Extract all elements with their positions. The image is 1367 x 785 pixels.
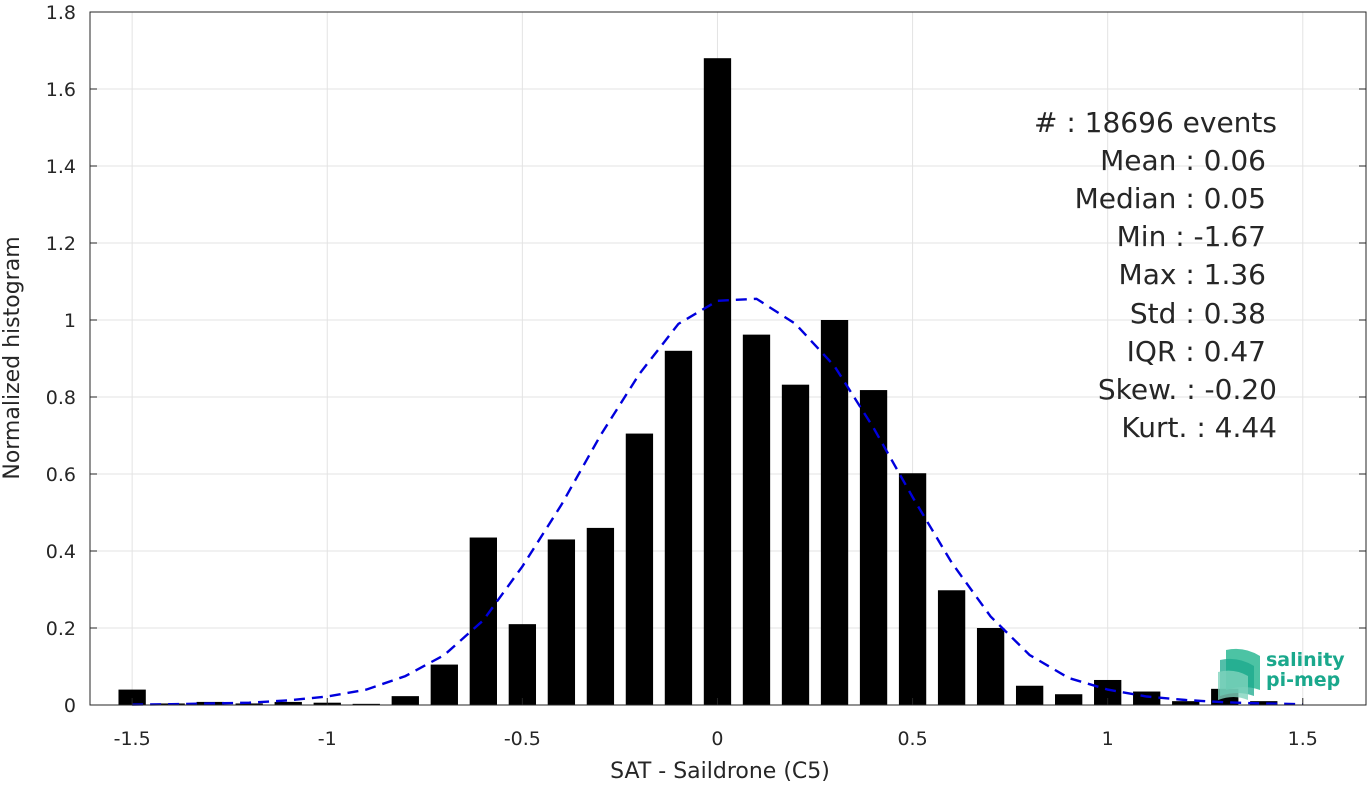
x-tick-label: 1 — [1102, 728, 1114, 750]
y-tick-label: 0.6 — [46, 464, 76, 486]
histogram-bar — [586, 527, 615, 705]
histogram-bar — [625, 433, 654, 705]
histogram-bar — [664, 350, 693, 705]
histogram-bar — [1054, 694, 1083, 705]
logo-text-line1: salinity — [1266, 649, 1345, 671]
axes-frame — [89, 11, 1367, 706]
histogram-bar — [937, 590, 966, 705]
histogram-bar — [235, 703, 263, 705]
histogram-bar — [508, 624, 537, 705]
x-tick-label: -0.5 — [504, 728, 541, 750]
histogram-bar — [859, 390, 888, 705]
histogram-bar — [547, 539, 576, 705]
y-tick-label: 0.8 — [46, 387, 76, 409]
histogram-bar — [469, 537, 497, 705]
histogram-bar — [820, 320, 849, 705]
histogram-bar — [976, 628, 1005, 705]
y-tick-label: 0.2 — [46, 618, 76, 640]
y-axis-title: Normalized histogram — [0, 236, 25, 479]
histogram-bar — [352, 703, 380, 705]
y-tick-label: 0 — [64, 695, 76, 717]
stats-max: Max : 1.36 — [1119, 258, 1266, 291]
histogram-bar — [274, 701, 302, 705]
histogram-bar — [781, 384, 810, 705]
y-tick-label: 1.8 — [46, 2, 76, 24]
stats-kurt: Kurt. : 4.44 — [1121, 411, 1277, 444]
x-tick-label: 1.5 — [1288, 728, 1318, 750]
x-tick-label: 0 — [711, 728, 723, 750]
axis-ticks: -1.5 -1 -0.5 0 0.5 1 1.5 0 0.2 0.4 0.6 0.8 1 1.2 1.4 1.… — [46, 2, 1366, 750]
histogram-bar — [703, 58, 732, 705]
y-tick-label: 1 — [64, 310, 76, 332]
y-tick-label: 1.4 — [46, 156, 76, 178]
y-tick-label: 1.6 — [46, 79, 76, 101]
logo-text-line2: pi-mep — [1266, 669, 1340, 691]
stats-iqr: IQR : 0.47 — [1127, 335, 1266, 368]
x-tick-label: -1.5 — [114, 728, 151, 750]
stats-mean: Mean : 0.06 — [1100, 144, 1266, 177]
histogram-bars — [118, 58, 1278, 705]
histogram-bar — [391, 696, 419, 705]
histogram-bar — [1133, 691, 1161, 705]
stats-min: Min : -1.67 — [1117, 220, 1266, 253]
histogram-bar — [742, 334, 771, 705]
x-tick-label: 0.5 — [897, 728, 927, 750]
histogram-bar — [430, 664, 458, 705]
statistics-box: # : 18696 events Mean : 0.06 Median : 0.… — [1034, 106, 1277, 444]
histogram-bar — [118, 689, 146, 705]
histogram-bar — [1015, 685, 1044, 705]
x-tick-label: -1 — [318, 728, 337, 750]
salinity-pi-mep-logo: salinity pi-mep — [1218, 648, 1345, 700]
y-tick-label: 1.2 — [46, 233, 76, 255]
stats-std: Std : 0.38 — [1130, 297, 1266, 330]
histogram-bar — [898, 473, 927, 705]
stats-skew: Skew. : -0.20 — [1098, 373, 1277, 406]
histogram-bar — [1250, 701, 1278, 705]
x-axis-title: SAT - Saildrone (C5) — [610, 759, 830, 784]
stats-events: # : 18696 events — [1034, 106, 1277, 139]
y-tick-label: 0.4 — [46, 541, 76, 563]
histogram-bar — [1172, 701, 1200, 705]
fit-curve — [132, 297, 1303, 706]
stats-median: Median : 0.05 — [1075, 182, 1266, 215]
logo-wave-icon — [1218, 648, 1260, 700]
